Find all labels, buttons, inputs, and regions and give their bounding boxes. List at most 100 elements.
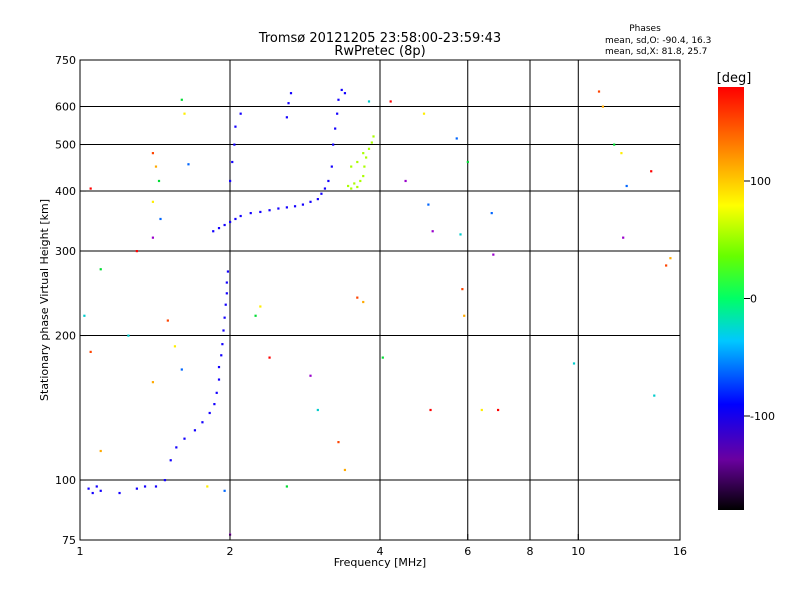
data-point — [169, 459, 172, 462]
data-point — [285, 206, 288, 209]
data-point — [367, 100, 371, 103]
data-point — [157, 179, 161, 183]
x-axis-label: Frequency [MHz] — [334, 556, 426, 569]
data-point — [332, 143, 335, 146]
data-point — [601, 105, 605, 108]
data-point — [362, 152, 365, 155]
data-point — [350, 165, 353, 168]
data-point — [459, 233, 462, 236]
data-point — [83, 314, 86, 317]
x-tick-label: 2 — [227, 545, 234, 558]
data-point — [213, 403, 216, 406]
data-point — [356, 185, 359, 189]
data-point — [455, 137, 458, 140]
data-point — [496, 408, 500, 412]
y-tick-label: 75 — [62, 534, 76, 547]
data-point — [234, 125, 237, 128]
data-point — [215, 391, 218, 394]
data-point — [669, 257, 672, 260]
data-point — [316, 198, 319, 201]
data-point — [427, 203, 430, 206]
data-point — [135, 250, 138, 253]
data-point — [363, 165, 366, 168]
data-point — [187, 163, 190, 166]
x-tick-label: 16 — [673, 545, 687, 558]
data-points — [83, 88, 672, 536]
data-point — [327, 179, 330, 183]
data-point — [233, 143, 236, 146]
data-point — [143, 485, 147, 488]
data-point — [221, 343, 224, 346]
data-point — [223, 489, 226, 492]
data-point — [166, 319, 169, 322]
data-point — [356, 160, 359, 164]
gridlines — [80, 60, 680, 540]
x-tick-label: 4 — [377, 545, 384, 558]
y-tick-label: 750 — [55, 54, 76, 67]
data-point — [220, 354, 223, 357]
data-point — [372, 135, 375, 138]
data-point — [239, 214, 242, 218]
data-point — [572, 362, 576, 365]
y-tick-label: 100 — [55, 474, 76, 487]
data-point — [622, 236, 625, 239]
data-point — [154, 165, 158, 168]
data-point — [175, 446, 178, 449]
data-point — [336, 112, 339, 115]
data-point — [492, 253, 495, 256]
stats-x-mode: mean, sd,X: 81.8, 25.7 — [605, 47, 707, 57]
data-point — [480, 408, 483, 412]
data-point — [99, 449, 102, 453]
data-point — [367, 147, 371, 150]
y-tick-label: 300 — [55, 245, 76, 258]
data-point — [259, 210, 262, 214]
data-point — [490, 212, 493, 215]
axis-ticks: 1 2 4 6 8 10 16 75 100 200 300 400 500 600 750 — [55, 54, 687, 558]
data-point — [463, 314, 466, 317]
data-point — [461, 288, 464, 291]
data-point — [353, 182, 356, 185]
data-point — [346, 184, 350, 188]
colorbar-label: [deg] — [717, 71, 752, 86]
data-point — [206, 485, 209, 488]
data-point — [323, 187, 327, 190]
data-point — [87, 487, 90, 490]
data-point — [180, 368, 183, 371]
data-point — [225, 292, 228, 295]
data-point — [222, 329, 225, 332]
x-tick-label: 1 — [77, 545, 84, 558]
data-point — [151, 381, 155, 384]
data-point — [249, 212, 252, 215]
data-point — [234, 217, 237, 221]
data-point — [365, 156, 368, 159]
x-tick-label: 10 — [571, 545, 585, 558]
data-point — [91, 491, 94, 495]
data-point — [193, 429, 197, 432]
stats-header: Phases — [629, 24, 661, 34]
data-point — [95, 485, 98, 488]
data-point — [231, 160, 234, 164]
data-point — [334, 127, 337, 130]
data-point — [597, 90, 601, 93]
x-tick-label: 8 — [527, 545, 534, 558]
data-point — [620, 152, 623, 155]
data-point — [151, 200, 155, 203]
data-point — [99, 268, 102, 271]
data-point — [404, 179, 407, 183]
colorbar-tick-label: 100 — [750, 175, 771, 188]
data-point — [173, 345, 177, 348]
data-point — [653, 394, 656, 397]
data-point — [466, 160, 469, 164]
data-point — [359, 179, 362, 183]
colorbar-tick-label: -100 — [750, 410, 775, 423]
data-point — [224, 303, 227, 306]
data-point — [217, 378, 221, 381]
data-point — [229, 179, 232, 183]
colorbar-ticks: 100 0 -100 — [744, 175, 775, 423]
data-point — [223, 316, 226, 319]
data-point — [337, 441, 340, 444]
colorbar-tick-label: 0 — [750, 293, 757, 306]
data-point — [223, 223, 226, 227]
y-tick-label: 600 — [55, 101, 76, 114]
